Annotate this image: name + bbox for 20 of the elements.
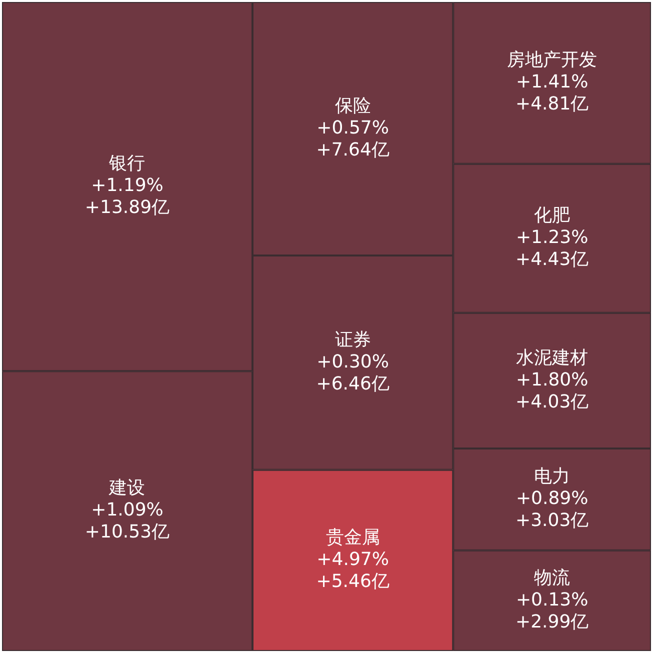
category-label: 保险 [334, 95, 371, 116]
data-label: +0.13% +2.99亿 [515, 589, 589, 632]
data-label: +0.30% +6.46亿 [316, 351, 390, 394]
data-label: +1.41% +4.81亿 [515, 72, 589, 115]
category-label: 建设 [108, 478, 146, 499]
data-label: +1.09% +10.53亿 [84, 500, 170, 543]
category-label: 水泥建材 [516, 347, 588, 368]
category-label: 证券 [334, 329, 371, 350]
category-label: 电力 [534, 466, 570, 488]
category-label: 房地产开发 [507, 50, 598, 71]
category-label: 贵金属 [326, 527, 380, 548]
data-label: +1.19% +13.89亿 [84, 175, 170, 218]
category-label: 物流 [534, 567, 570, 588]
category-label: 银行 [108, 153, 146, 174]
data-label: +1.80% +4.03亿 [515, 369, 589, 412]
data-label: +4.97% +5.46亿 [316, 549, 390, 592]
data-label: +0.89% +3.03亿 [515, 488, 589, 532]
data-label: +0.57% +7.64亿 [316, 117, 390, 160]
data-label: +1.23% +4.43亿 [515, 227, 589, 270]
category-label: 化肥 [534, 205, 570, 226]
